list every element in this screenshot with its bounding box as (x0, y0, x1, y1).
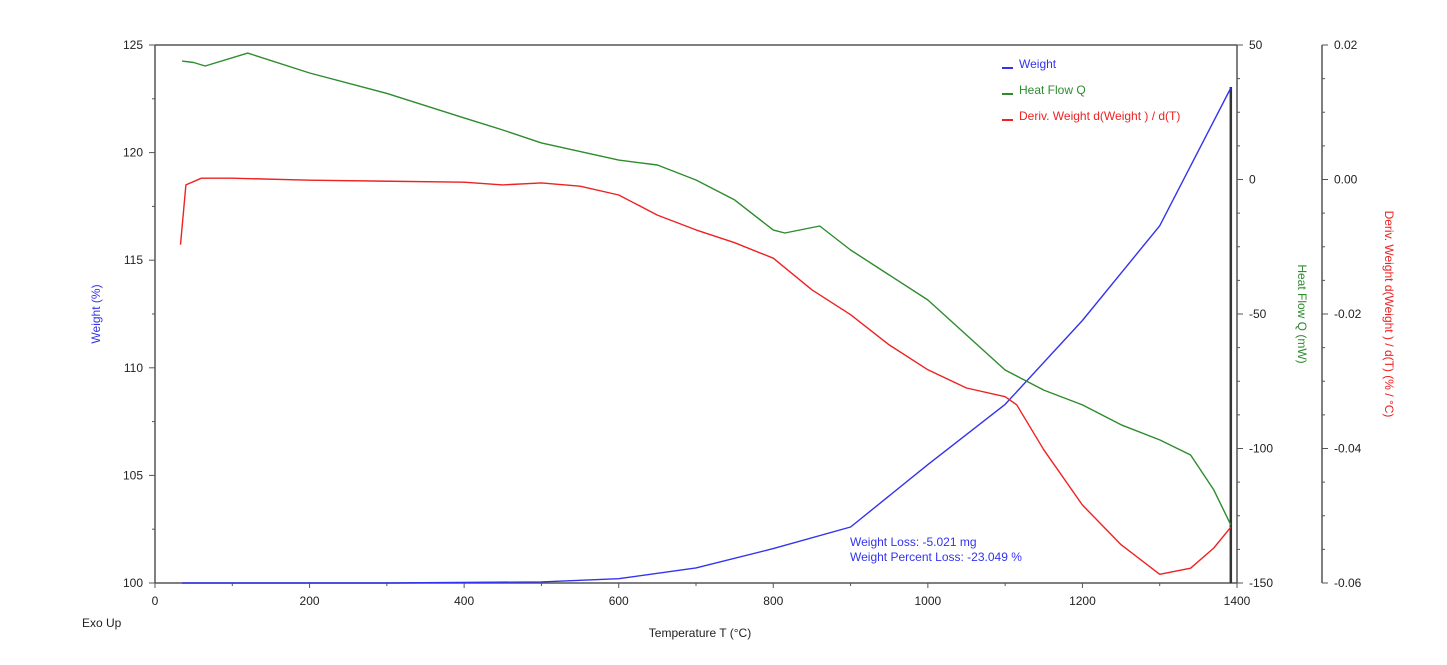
exo-up-label: Exo Up (82, 616, 122, 630)
heat-tick-label: -50 (1249, 307, 1267, 321)
heat-tick-label: -100 (1249, 442, 1273, 456)
legend-label-weight: Weight (1019, 57, 1057, 71)
weight-series-line (182, 87, 1232, 584)
heat-tick-label: -150 (1249, 576, 1273, 590)
axes: 0 200 400 600 800 1000 1200 1400100105110115120… (123, 38, 1362, 608)
heat-tick-label: 0 (1249, 173, 1256, 187)
weight-tick-label: 105 (123, 468, 143, 482)
deriv-axis-label: Deriv. Weight d(Weight ) / d(T) (% / °C) (1382, 211, 1396, 418)
deriv-tick-label: -0.04 (1334, 442, 1362, 456)
weight-tick-label: 110 (124, 361, 143, 375)
weight-tick-label: 115 (124, 253, 143, 267)
x-tick-label: 1400 (1224, 594, 1251, 608)
weight-tick-label: 125 (123, 38, 143, 52)
legend: Weight Heat Flow Q Deriv. Weight d(Weight … (1002, 57, 1180, 123)
weight-loss-annotation: Weight Loss: -5.021 mg (850, 535, 977, 549)
weight-tick-label: 120 (123, 146, 143, 160)
heat-flow-axis-label: Heat Flow Q (mW) (1295, 264, 1309, 363)
x-tick-label: 0 (152, 594, 159, 608)
weight-axis-label: Weight (%) (89, 284, 103, 343)
weight-tick-label: 100 (123, 576, 143, 590)
x-tick-label: 400 (454, 594, 474, 608)
x-axis-label: Temperature T (°C) (649, 626, 751, 640)
x-tick-label: 1200 (1069, 594, 1096, 608)
series-lines (179, 52, 1232, 584)
x-tick-label: 800 (763, 594, 783, 608)
heat-series-line (182, 52, 1232, 526)
deriv-tick-label: -0.06 (1334, 576, 1362, 590)
deriv-tick-label: 0.02 (1334, 38, 1358, 52)
deriv-tick-label: -0.02 (1334, 307, 1362, 321)
deriv-series-line (179, 177, 1232, 575)
legend-label-heat: Heat Flow Q (1019, 83, 1086, 97)
legend-label-deriv: Deriv. Weight d(Weight ) / d(T) (1019, 109, 1180, 123)
x-tick-label: 600 (609, 594, 629, 608)
deriv-tick-label: 0.00 (1334, 173, 1358, 187)
heat-tick-label: 50 (1249, 38, 1263, 52)
weight-percent-loss-annotation: Weight Percent Loss: -23.049 % (850, 550, 1022, 564)
x-tick-label: 200 (300, 594, 320, 608)
x-tick-label: 1000 (915, 594, 942, 608)
